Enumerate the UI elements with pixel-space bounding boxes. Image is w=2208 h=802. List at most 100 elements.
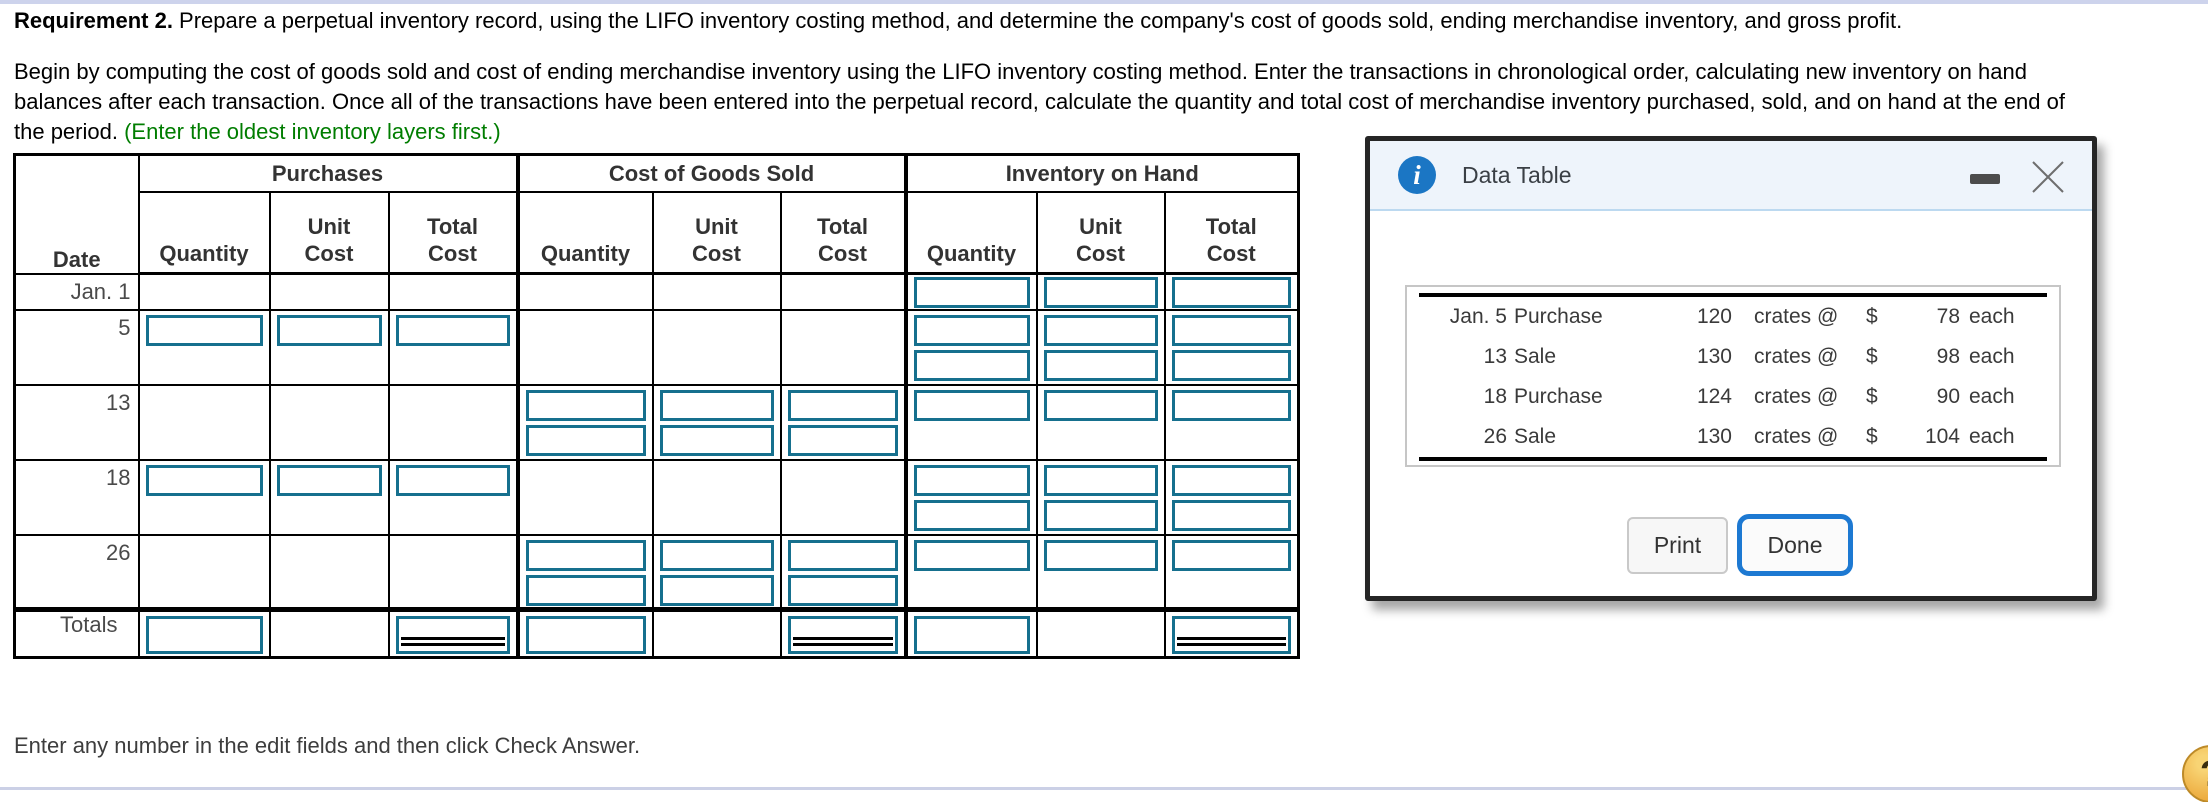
entry-input[interactable]	[395, 464, 510, 496]
entry-input[interactable]	[145, 464, 263, 496]
entry-input[interactable]	[1171, 277, 1291, 308]
inventory-row: 26	[13, 533, 1300, 611]
data-table-row: Jan. 5 Purchase 120 crates @ $78 each	[1407, 297, 2059, 337]
entry-input[interactable]	[659, 424, 774, 456]
table-cell	[1035, 533, 1166, 611]
entry-input[interactable]	[659, 539, 774, 571]
inventory-table-body: Jan. 1 5 13 18 26 Totals	[13, 272, 1300, 659]
currency-symbol: $	[1866, 345, 1878, 368]
entry-input[interactable]	[525, 424, 646, 456]
table-cell	[137, 272, 271, 311]
table-cell	[515, 272, 654, 311]
entry-input[interactable]	[525, 539, 646, 571]
table-cell	[1035, 308, 1166, 386]
entry-input[interactable]	[1043, 499, 1158, 531]
purchases-total-cost-header: Total Cost	[387, 191, 519, 275]
each-suffix: each	[1969, 305, 2015, 328]
entry-input[interactable]	[1171, 464, 1291, 496]
transaction-quantity: 120	[1696, 305, 1732, 328]
transaction-price: 90	[1936, 385, 1960, 408]
entry-input[interactable]	[1043, 464, 1158, 496]
entry-input[interactable]	[913, 349, 1030, 381]
data-table-bottom-rule	[1419, 457, 2047, 461]
table-cell	[651, 272, 782, 311]
table-cell	[779, 607, 907, 659]
table-cell	[1163, 607, 1300, 659]
entry-input[interactable]	[1171, 349, 1291, 381]
entry-input[interactable]	[1171, 389, 1291, 421]
entry-input[interactable]	[1043, 389, 1158, 421]
entry-input[interactable]	[913, 499, 1030, 531]
entry-input[interactable]	[1043, 539, 1158, 571]
table-cell	[903, 533, 1038, 611]
transaction-price: 98	[1936, 345, 1960, 368]
each-suffix: each	[1969, 345, 2015, 368]
entry-input[interactable]	[1171, 314, 1291, 346]
cogs-unit-cost-header: Unit Cost	[651, 191, 782, 275]
data-table-row: 13 Sale 130 crates @ $98 each	[1407, 337, 2059, 377]
entry-input[interactable]	[1043, 314, 1158, 346]
table-cell	[651, 607, 782, 659]
row-date-label: 5	[13, 308, 140, 386]
transaction-price: 104	[1924, 425, 1960, 448]
entry-input[interactable]	[913, 464, 1030, 496]
total-input[interactable]	[1171, 616, 1291, 654]
total-input[interactable]	[787, 616, 898, 654]
table-cell	[137, 308, 271, 386]
table-cell	[137, 607, 271, 659]
table-cell	[903, 383, 1038, 461]
table-cell	[515, 533, 654, 611]
inventory-unit-cost-header: Unit Cost	[1035, 191, 1166, 275]
entry-input[interactable]	[145, 314, 263, 346]
entry-input[interactable]	[659, 574, 774, 606]
entry-input[interactable]	[913, 314, 1030, 346]
table-cell	[1163, 383, 1300, 461]
entry-input[interactable]	[395, 314, 510, 346]
table-cell	[387, 458, 519, 536]
entry-input[interactable]	[525, 574, 646, 606]
help-icon[interactable]: ?	[2182, 745, 2208, 802]
entry-input[interactable]	[659, 389, 774, 421]
entry-input[interactable]	[1043, 349, 1158, 381]
close-icon[interactable]	[2030, 159, 2066, 195]
entry-input[interactable]	[1171, 499, 1291, 531]
entry-input[interactable]	[787, 424, 898, 456]
table-cell	[1163, 272, 1300, 311]
entry-input[interactable]	[276, 464, 382, 496]
table-cell	[515, 458, 654, 536]
entry-input[interactable]	[1043, 277, 1158, 308]
print-button[interactable]: Print	[1627, 517, 1728, 574]
minimize-icon[interactable]	[1970, 174, 2000, 184]
entry-input[interactable]	[787, 539, 898, 571]
done-button[interactable]: Done	[1737, 514, 1853, 576]
totals-row: Totals	[13, 607, 1300, 659]
entry-input[interactable]	[276, 314, 382, 346]
top-divider	[0, 0, 2208, 4]
entry-input[interactable]	[787, 574, 898, 606]
total-input[interactable]	[525, 616, 646, 654]
bottom-divider	[0, 787, 2208, 790]
entry-input[interactable]	[913, 277, 1030, 308]
total-input[interactable]	[145, 616, 263, 654]
currency-symbol: $	[1866, 305, 1878, 328]
total-input[interactable]	[913, 616, 1030, 654]
entry-input[interactable]	[787, 389, 898, 421]
entry-input[interactable]	[913, 539, 1030, 571]
total-input[interactable]	[395, 616, 510, 654]
table-cell	[1035, 458, 1166, 536]
instructions-line1: Begin by computing the cost of goods sol…	[14, 59, 2027, 84]
entry-input[interactable]	[1171, 539, 1291, 571]
currency-symbol: $	[1866, 425, 1878, 448]
transaction-quantity: 124	[1696, 385, 1732, 408]
table-cell	[903, 458, 1038, 536]
transaction-date: Jan. 5	[1449, 305, 1507, 328]
transaction-type: Sale	[1514, 425, 1557, 448]
table-cell	[387, 272, 519, 311]
transaction-price: 78	[1936, 305, 1960, 328]
row-date-label: 26	[13, 533, 140, 611]
entry-input[interactable]	[525, 389, 646, 421]
table-cell	[387, 383, 519, 461]
table-cell	[779, 533, 907, 611]
entry-input[interactable]	[913, 389, 1030, 421]
